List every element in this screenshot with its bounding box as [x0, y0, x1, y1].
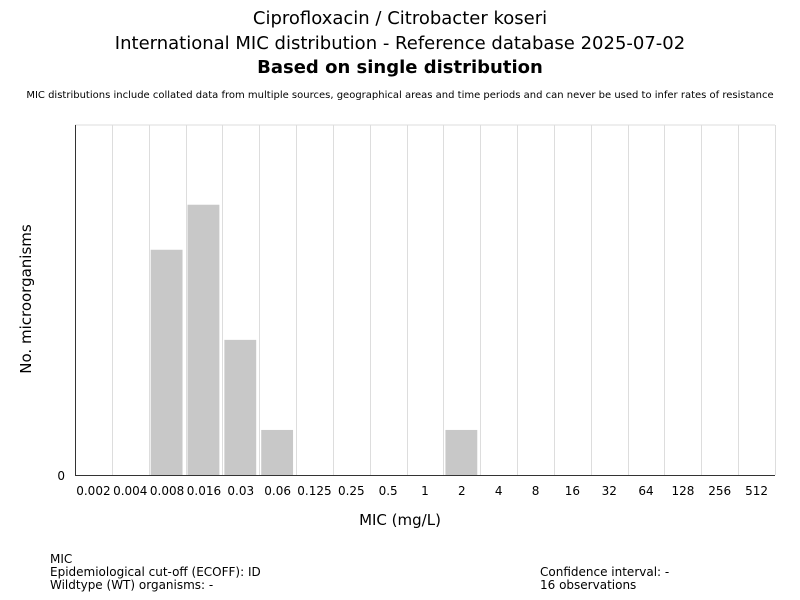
bar-0.06	[261, 429, 294, 475]
bar-0.016	[187, 204, 220, 475]
x-tick-label: 2	[458, 484, 466, 498]
y-axis-label: No. microorganisms	[17, 224, 35, 374]
x-axis-label: MIC (mg/L)	[359, 511, 441, 529]
x-tick-label: 256	[708, 484, 731, 498]
axes	[75, 125, 775, 476]
x-tick-label: 16	[565, 484, 580, 498]
x-tick-label: 0.06	[264, 484, 291, 498]
x-tick-label: 1	[421, 484, 429, 498]
bar-0.008	[150, 249, 183, 475]
x-tick-label: 64	[638, 484, 653, 498]
x-tick-label: 4	[495, 484, 503, 498]
x-tick-label: 32	[602, 484, 617, 498]
footer-mic: MIC	[50, 552, 73, 566]
x-tick-label: 0.25	[338, 484, 365, 498]
footer-confidence: Confidence interval: -	[540, 565, 670, 579]
bar-0.03	[224, 339, 257, 475]
x-tick-label: 8	[532, 484, 540, 498]
x-tick-label: 0.016	[187, 484, 221, 498]
x-tick-label: 0.002	[76, 484, 110, 498]
footer-wildtype: Wildtype (WT) organisms: -	[50, 578, 214, 592]
footer-right: Confidence interval: - 16 observations	[540, 566, 669, 592]
footer-left: MIC Epidemiological cut-off (ECOFF): ID …	[50, 553, 261, 592]
x-tick-label: 0.125	[297, 484, 331, 498]
footer-ecoff: Epidemiological cut-off (ECOFF): ID	[50, 565, 261, 579]
bars	[150, 204, 478, 475]
disclaimer-text: MIC distributions include collated data …	[26, 90, 774, 101]
chart-title: Ciprofloxacin / Citrobacter koseri	[252, 8, 548, 29]
bar-2	[445, 429, 478, 475]
chart-subtitle: International MIC distribution - Referen…	[114, 33, 686, 54]
x-tick-label: 0.004	[113, 484, 147, 498]
y-tick-label: 0	[57, 469, 65, 483]
x-tick-label: 0.5	[379, 484, 398, 498]
chart-subtitle-bold: Based on single distribution	[257, 57, 543, 78]
x-tick-label: 0.008	[150, 484, 184, 498]
grid-lines	[75, 124, 776, 475]
footer-observations: 16 observations	[540, 578, 637, 592]
x-tick-label: 0.03	[227, 484, 254, 498]
x-tick-label: 512	[745, 484, 768, 498]
x-tick-label: 128	[671, 484, 694, 498]
tick-labels: 0.002 0.004 0.008 0.016 0.03 0.06 0.125 0.25 0.5…	[57, 469, 768, 498]
